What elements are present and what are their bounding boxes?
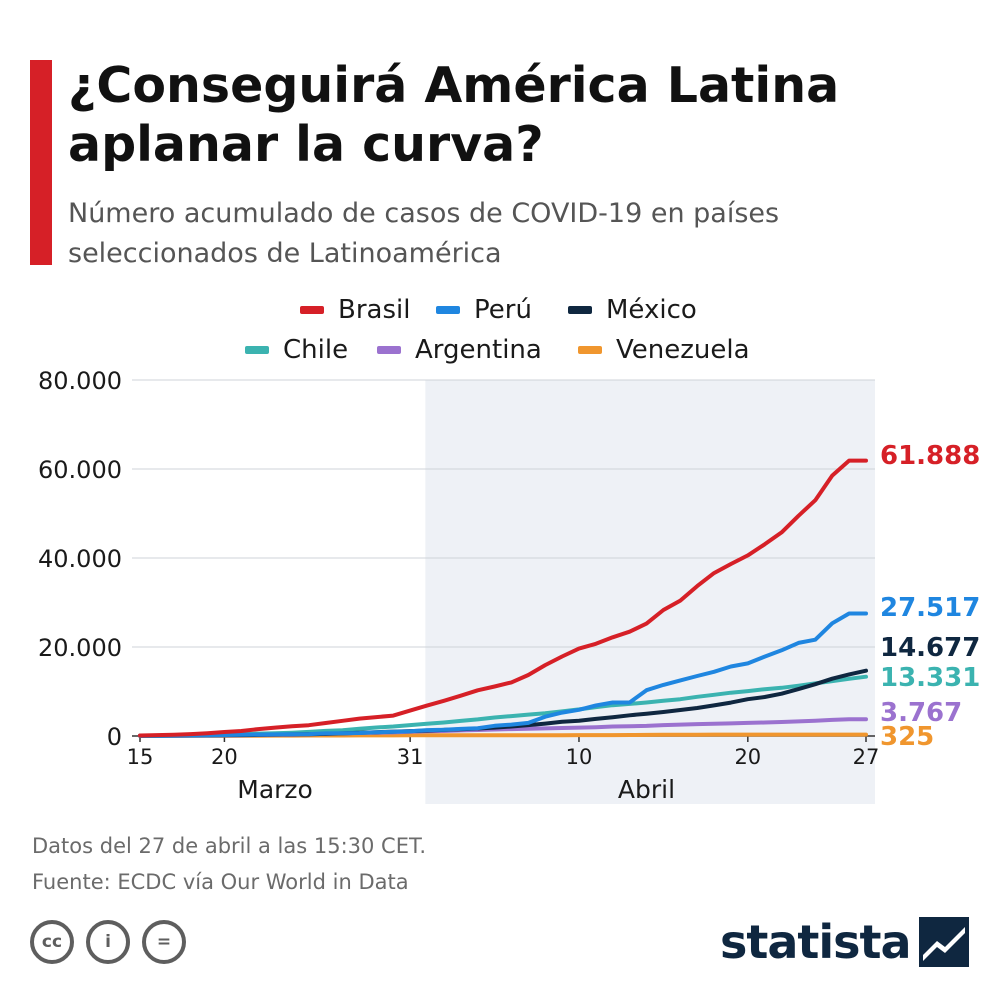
legend-label-venezuela: Venezuela [616,335,750,365]
data-note: Datos del 27 de abril a las 15:30 CET. [32,834,426,858]
april-highlight-band [425,380,875,804]
legend-label-peru: Perú [474,295,532,325]
title-accent-bar [30,60,52,265]
legend-item-mexico: México [568,290,697,330]
statista-logo[interactable]: statista [720,912,969,972]
end-label-argentina: 3.767 [880,698,962,728]
end-label-mexico: 14.677 [880,633,980,663]
no-derivatives-icon[interactable]: = [142,920,186,964]
creative-commons-icon[interactable]: cc [30,920,74,964]
footer: Datos del 27 de abril a las 15:30 CET. F… [32,828,426,900]
x-tick-label: 15 [127,745,154,769]
legend-swatch-venezuela [578,346,602,354]
legend-label-argentina: Argentina [415,335,542,365]
legend-label-mexico: México [606,295,697,325]
x-tick-label: 27 [853,745,880,769]
y-tick-label: 0 [107,723,122,751]
legend-item-brasil: Brasil [300,290,410,330]
y-tick-label: 60.000 [38,456,122,484]
x-tick-label: 20 [734,745,761,769]
line-chart: 0 20.000 40.000 60.000 80.000 15 20 31 10 20 27 Mar… [38,367,980,804]
legend-row-1: Brasil Perú México [0,290,1000,330]
series-line-peru [138,611,868,738]
brand-name: statista [720,915,912,969]
end-label-chile: 13.331 [880,663,980,693]
legend-item-peru: Perú [436,290,532,330]
end-label-venezuela: 325 [880,722,934,752]
statista-logo-icon [918,917,969,967]
end-label-peru: 27.517 [880,593,980,623]
y-tick-label: 40.000 [38,545,122,573]
legend-item-chile: Chile [245,330,348,370]
legend-row-2: Chile Argentina Venezuela [0,330,1000,370]
legend-swatch-argentina [377,346,401,354]
chart-subtitle: Número acumulado de casos de COVID-19 en… [68,198,780,269]
x-tick-label: 10 [566,745,593,769]
attribution-icon[interactable]: i [86,920,130,964]
month-label: Marzo [237,775,313,804]
month-label: Abril [618,775,675,804]
legend-swatch-brasil [300,306,324,314]
legend-swatch-chile [245,346,269,354]
x-tick-label: 31 [397,745,424,769]
end-label-brasil: 61.888 [880,441,980,471]
legend-label-chile: Chile [283,335,349,365]
license-icons: cc i = [30,920,186,964]
y-tick-label: 20.000 [38,634,122,662]
x-tick-label: 20 [211,745,238,769]
legend-item-argentina: Argentina [377,330,542,370]
legend-item-venezuela: Venezuela [578,330,750,370]
series-line-brasil [138,458,868,738]
source-note: Fuente: ECDC vía Our World in Data [32,870,409,894]
chart-title: ¿Conseguirá América Latina aplanar la cu… [68,57,840,173]
legend-swatch-mexico [568,306,592,314]
y-tick-label: 80.000 [38,367,122,395]
legend-label-brasil: Brasil [338,295,411,325]
legend-swatch-peru [436,306,460,314]
